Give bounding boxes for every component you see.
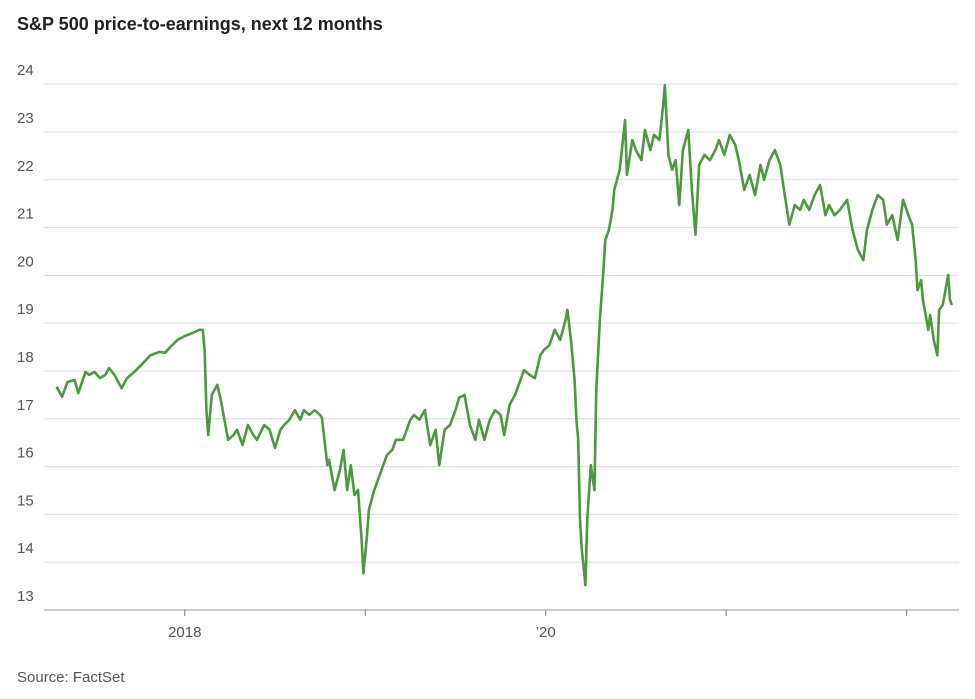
y-tick-label: 13: [17, 588, 34, 605]
chart-title: S&P 500 price-to-earnings, next 12 month…: [17, 14, 383, 34]
x-tick-label: ’20: [536, 624, 556, 641]
x-tick-label: 2018: [168, 624, 201, 641]
y-tick-label: 24: [17, 62, 34, 79]
y-tick-label: 17: [17, 397, 34, 414]
data-line: [55, 83, 954, 587]
y-tick-label: 20: [17, 253, 34, 270]
y-tick-label: 22: [17, 158, 34, 175]
y-tick-label: 15: [17, 492, 34, 509]
y-tick-label: 14: [17, 540, 34, 557]
y-tick-label: 16: [17, 445, 34, 462]
y-tick-label: 21: [17, 206, 34, 223]
source: Source: FactSet: [17, 669, 125, 686]
y-tick-label: 19: [17, 301, 34, 318]
y-tick-label: 23: [17, 110, 34, 127]
y-tick-label: 18: [17, 349, 34, 366]
